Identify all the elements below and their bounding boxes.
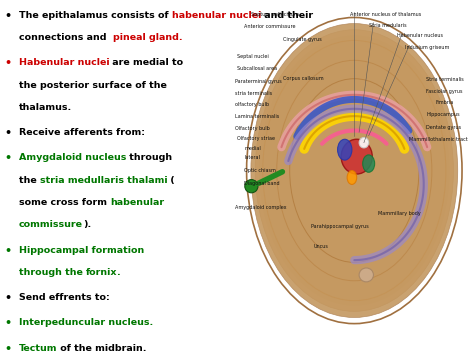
Text: commissure: commissure bbox=[19, 220, 83, 229]
Text: •: • bbox=[5, 153, 12, 163]
Text: Amygdaloid complex: Amygdaloid complex bbox=[235, 204, 286, 210]
Ellipse shape bbox=[268, 48, 440, 293]
Text: Fimbria: Fimbria bbox=[436, 100, 454, 105]
Ellipse shape bbox=[363, 155, 374, 172]
Text: Fasciolar gyrus: Fasciolar gyrus bbox=[426, 89, 463, 94]
Text: •: • bbox=[5, 58, 12, 68]
Text: ).: ). bbox=[83, 220, 91, 229]
Text: Septal nuclei: Septal nuclei bbox=[237, 54, 269, 59]
Text: the: the bbox=[19, 176, 40, 185]
Text: Hippocampal formation: Hippocampal formation bbox=[19, 246, 144, 255]
Text: Diagonal band: Diagonal band bbox=[244, 181, 280, 186]
Text: Mammillothalamic tract: Mammillothalamic tract bbox=[410, 137, 468, 142]
Text: pineal gland.: pineal gland. bbox=[113, 33, 182, 42]
Text: stria medullaris thalami: stria medullaris thalami bbox=[40, 176, 167, 185]
Text: Amygdaloid nucleus: Amygdaloid nucleus bbox=[19, 153, 126, 162]
Ellipse shape bbox=[341, 139, 372, 174]
Ellipse shape bbox=[359, 137, 369, 148]
Text: Parahippocampal gyrus: Parahippocampal gyrus bbox=[311, 224, 369, 229]
Text: The epithalamus consists of: The epithalamus consists of bbox=[19, 11, 172, 20]
Text: Habenular nuclei: Habenular nuclei bbox=[19, 58, 109, 67]
Text: Subcallosal area: Subcallosal area bbox=[237, 66, 277, 71]
Text: Stria medularis: Stria medularis bbox=[369, 23, 406, 28]
Text: Stria terminalis: Stria terminalis bbox=[426, 77, 464, 82]
Text: Receive afferents from:: Receive afferents from: bbox=[19, 128, 145, 137]
Text: olfactory bulb: olfactory bulb bbox=[235, 102, 269, 107]
Text: Send effrents to:: Send effrents to: bbox=[19, 293, 109, 302]
Text: Corpus callosum: Corpus callosum bbox=[283, 76, 323, 81]
Text: •: • bbox=[5, 344, 12, 354]
Text: habenular: habenular bbox=[110, 198, 164, 207]
Text: .: . bbox=[118, 268, 121, 277]
Text: medial: medial bbox=[244, 146, 261, 151]
Text: Lamina terminalis: Lamina terminalis bbox=[235, 114, 279, 119]
Text: thalamus.: thalamus. bbox=[19, 103, 72, 112]
Text: (: ( bbox=[167, 176, 175, 185]
Ellipse shape bbox=[245, 180, 258, 193]
Text: Interpeduncular nucleus.: Interpeduncular nucleus. bbox=[19, 318, 153, 327]
Text: fornix: fornix bbox=[86, 268, 118, 277]
Text: Olfactory bulb: Olfactory bulb bbox=[235, 126, 269, 131]
Ellipse shape bbox=[347, 170, 357, 185]
Text: •: • bbox=[5, 246, 12, 256]
Text: Dentate gyrus: Dentate gyrus bbox=[426, 125, 461, 130]
Text: •: • bbox=[5, 293, 12, 303]
Ellipse shape bbox=[264, 42, 445, 299]
Ellipse shape bbox=[251, 23, 458, 317]
Text: Habenular nucleus: Habenular nucleus bbox=[397, 33, 443, 38]
Text: lateral: lateral bbox=[244, 155, 260, 160]
Text: the posterior surface of the: the posterior surface of the bbox=[19, 81, 167, 89]
Text: through the: through the bbox=[19, 268, 86, 277]
Text: of the midbrain.: of the midbrain. bbox=[57, 344, 147, 353]
Text: connections and: connections and bbox=[19, 33, 113, 42]
Ellipse shape bbox=[337, 139, 352, 160]
Text: Anterior commissure: Anterior commissure bbox=[244, 24, 296, 29]
Text: Optic chiasm: Optic chiasm bbox=[244, 168, 276, 173]
Text: Tectum: Tectum bbox=[19, 344, 57, 353]
Ellipse shape bbox=[260, 36, 449, 305]
Text: Paraterminal gyrus: Paraterminal gyrus bbox=[235, 79, 282, 84]
Text: Cingulate gyrus: Cingulate gyrus bbox=[283, 37, 321, 42]
Text: habenular nuclei: habenular nuclei bbox=[172, 11, 261, 20]
Text: Septum pellucidum: Septum pellucidum bbox=[251, 12, 299, 17]
Text: •: • bbox=[5, 128, 12, 138]
Text: Uncus: Uncus bbox=[314, 244, 328, 249]
Ellipse shape bbox=[359, 268, 374, 282]
Text: through: through bbox=[126, 153, 172, 162]
Text: some cross form: some cross form bbox=[19, 198, 110, 207]
Text: •: • bbox=[5, 318, 12, 328]
Text: Mammillary body: Mammillary body bbox=[378, 211, 421, 215]
Text: Hippocampus: Hippocampus bbox=[426, 112, 460, 117]
Text: Olfactory striae: Olfactory striae bbox=[237, 136, 275, 141]
Text: stria terminalis: stria terminalis bbox=[235, 91, 272, 95]
Text: Anterior nucleus of thalamus: Anterior nucleus of thalamus bbox=[349, 12, 421, 17]
Ellipse shape bbox=[255, 30, 454, 311]
Text: are medial to: are medial to bbox=[109, 58, 183, 67]
Text: and their: and their bbox=[261, 11, 313, 20]
Text: •: • bbox=[5, 11, 12, 21]
Text: Indusium griseum: Indusium griseum bbox=[405, 45, 449, 50]
